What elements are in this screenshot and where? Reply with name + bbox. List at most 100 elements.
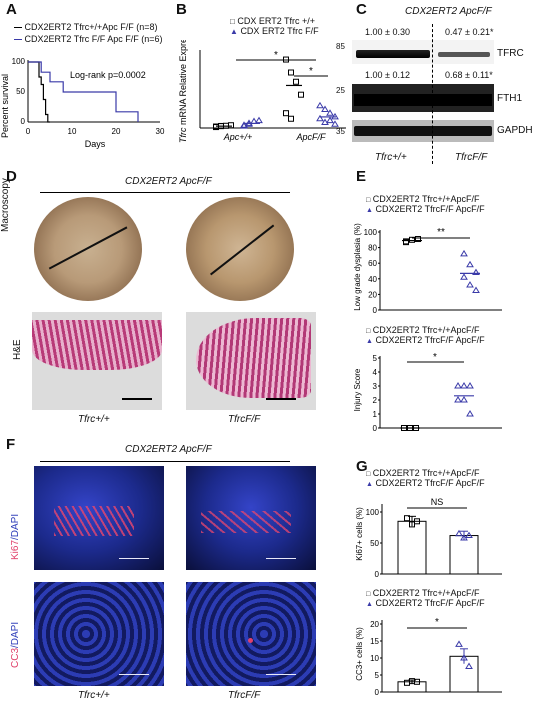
blot-tfrc-band-ctrl bbox=[356, 50, 430, 58]
survival-chart: Percent survival 100 50 0 0 10 20 30 Day… bbox=[0, 57, 165, 149]
panel-b-legend: □ CDX ERT2 Tfrc +/+ ▲ CDX ERT2 Tfrc F/F bbox=[230, 16, 319, 36]
panel-f-counter-cc3: /DAPI bbox=[10, 621, 21, 648]
cc3-image-ctrl bbox=[34, 582, 164, 686]
tfrc-xlabel-1: Apc+/+ bbox=[223, 132, 253, 142]
injury-sig: * bbox=[433, 352, 437, 363]
tfrc-point bbox=[288, 115, 294, 122]
scale-bar-cc3-ko bbox=[266, 674, 296, 675]
bar-point bbox=[460, 654, 468, 661]
legend-g2-ctrl: □ CDX2ERT2 Tfrc+/+ApcF/F bbox=[366, 588, 480, 598]
tfrc-sig-2: * bbox=[309, 66, 313, 77]
scale-bar-cc3-ctrl bbox=[119, 674, 149, 675]
blot-fth1-val-1: 1.00 ± 0.12 bbox=[365, 70, 410, 80]
panel-f-rule bbox=[40, 461, 290, 462]
injury-chart: Injury Score 5 4 3 2 1 0 * bbox=[353, 352, 502, 433]
ytick-label: 0 bbox=[373, 306, 378, 315]
bar-0 bbox=[397, 520, 427, 575]
legend-e2-ko-label: CDX2ERT2 TfrcF/F ApcF/F bbox=[375, 335, 485, 345]
dysplasia-point bbox=[472, 268, 480, 276]
ytick-label: 0 bbox=[373, 424, 378, 433]
panel-d-row-macro: Macroscopy bbox=[0, 178, 11, 232]
panel-d-title: CDX2ERT2 ApcF/F bbox=[125, 176, 212, 187]
panel-f-group-1: Tfrc+/+ bbox=[78, 690, 110, 701]
survival-ylabel: Percent survival bbox=[0, 74, 10, 138]
ytick-label: 10 bbox=[370, 654, 379, 663]
ki67-bars bbox=[397, 515, 479, 575]
legend-line-ctrl bbox=[14, 27, 22, 29]
ytick-label: 50 bbox=[370, 539, 379, 548]
tfrc-point bbox=[245, 119, 253, 126]
dysplasia-point bbox=[409, 236, 415, 243]
he-image-ko bbox=[186, 312, 316, 410]
panel-g-top-legend: □ CDX2ERT2 Tfrc+/+ApcF/F ▲ CDX2ERT2 Tfrc… bbox=[366, 468, 485, 488]
dysplasia-sig: ** bbox=[437, 227, 445, 238]
legend-b-ctrl: □ CDX ERT2 Tfrc +/+ bbox=[230, 16, 316, 26]
injury-point bbox=[413, 425, 419, 431]
blot-tfrc-val-1: 1.00 ± 0.30 bbox=[365, 27, 410, 37]
tfrc-point bbox=[321, 105, 329, 112]
legend-g2-ctrl-label: CDX2ERT2 Tfrc+/+ApcF/F bbox=[372, 588, 480, 598]
ytick-label: 0 bbox=[375, 570, 380, 579]
ytick-label: 1 bbox=[373, 410, 378, 419]
panel-label-d: D bbox=[6, 168, 17, 185]
legend-entry-ctrl: CDX2ERT2 Tfrc+/+Apc F/F (n=8) bbox=[14, 22, 174, 32]
panel-f-row-cc3: CC3/DAPI bbox=[10, 622, 21, 668]
tfrc-point bbox=[250, 117, 258, 125]
legend-g1-ctrl-label: CDX2ERT2 Tfrc+/+ApcF/F bbox=[372, 468, 480, 478]
injury-point bbox=[401, 425, 407, 431]
legend-g2-ko-label: CDX2ERT2 TfrcF/F ApcF/F bbox=[375, 598, 485, 608]
legend-g1-ko: ▲ CDX2ERT2 TfrcF/F ApcF/F bbox=[366, 478, 485, 488]
survival-xlabel: Days bbox=[85, 139, 106, 149]
ytick-label: 20 bbox=[368, 290, 377, 299]
tfrc-point bbox=[283, 56, 289, 63]
legend-g2-ko: ▲ CDX2ERT2 TfrcF/F ApcF/F bbox=[366, 598, 485, 608]
he-image-ctrl bbox=[32, 312, 162, 410]
ki67-signal-ctrl bbox=[54, 506, 134, 536]
blot-group-2: TfrcF/F bbox=[455, 152, 488, 163]
blot-divider bbox=[432, 24, 433, 164]
ki67-yticks: 100 50 0 bbox=[366, 508, 382, 579]
legend-g1-ko-label: CDX2ERT2 TfrcF/F ApcF/F bbox=[375, 478, 485, 488]
injury-ylabel: Injury Score bbox=[353, 368, 362, 411]
scale-bar-ki67-ko bbox=[266, 558, 296, 559]
ytick-label: 2 bbox=[373, 396, 378, 405]
ytick-label: 100 bbox=[366, 508, 380, 517]
bar-point bbox=[455, 529, 463, 537]
scale-bar-ki67-ctrl bbox=[119, 558, 149, 559]
panel-d-rule bbox=[40, 192, 290, 193]
bar-1 bbox=[449, 535, 479, 575]
tfrc-point bbox=[331, 120, 339, 127]
ytick-label: 80 bbox=[368, 244, 377, 253]
cc3-chart: CC3+ cells (%) 20 15 10 5 0 * bbox=[355, 617, 502, 697]
macroscopy-image-ko bbox=[186, 197, 294, 301]
ki67-sig: NS bbox=[431, 497, 444, 507]
ki67-signal-ko bbox=[201, 511, 291, 533]
legend-e1-ko-label: CDX2ERT2 TfrcF/F ApcF/F bbox=[375, 204, 485, 214]
tfrc-point bbox=[283, 110, 289, 117]
cc3-sig: * bbox=[435, 617, 439, 628]
he-tissue-ctrl bbox=[32, 320, 162, 370]
tfrc-point bbox=[326, 109, 334, 116]
ytick-label: 100 bbox=[364, 228, 378, 237]
blot-tfrc-band-ko bbox=[438, 52, 490, 57]
macroscopy-image-ctrl bbox=[34, 197, 142, 301]
cc3-yticks: 20 15 10 5 0 bbox=[370, 620, 382, 697]
panel-f-group-2: TfrcF/F bbox=[228, 690, 261, 701]
legend-e1-ctrl-label: CDX2ERT2 Tfrc+/+ApcF/F bbox=[372, 194, 480, 204]
dysplasia-points bbox=[402, 236, 480, 293]
dysplasia-point bbox=[466, 260, 474, 268]
legend-entry-ko: CDX2ERT2 Tfrc F/F Apc F/F (n=6) bbox=[14, 34, 174, 44]
injury-point bbox=[407, 425, 413, 431]
panel-f-stain-ki67: Ki67 bbox=[10, 539, 21, 560]
he-tissue-ko bbox=[196, 318, 311, 398]
blot-tfrc-val-2: 0.47 ± 0.21* bbox=[445, 27, 494, 37]
panel-label-e: E bbox=[356, 168, 367, 185]
bar-point bbox=[404, 515, 410, 522]
blot-mw-35: 35 bbox=[336, 127, 345, 136]
dysplasia-ylabel: Low grade dysplasia (%) bbox=[353, 223, 362, 311]
ytick-label: 4 bbox=[373, 368, 378, 377]
legend-b-ctrl-label: CDX ERT2 Tfrc +/+ bbox=[237, 16, 316, 26]
blot-fth1 bbox=[352, 84, 494, 112]
blot-gapdh bbox=[352, 120, 494, 142]
blot-label-fth1: FTH1 bbox=[497, 93, 522, 104]
